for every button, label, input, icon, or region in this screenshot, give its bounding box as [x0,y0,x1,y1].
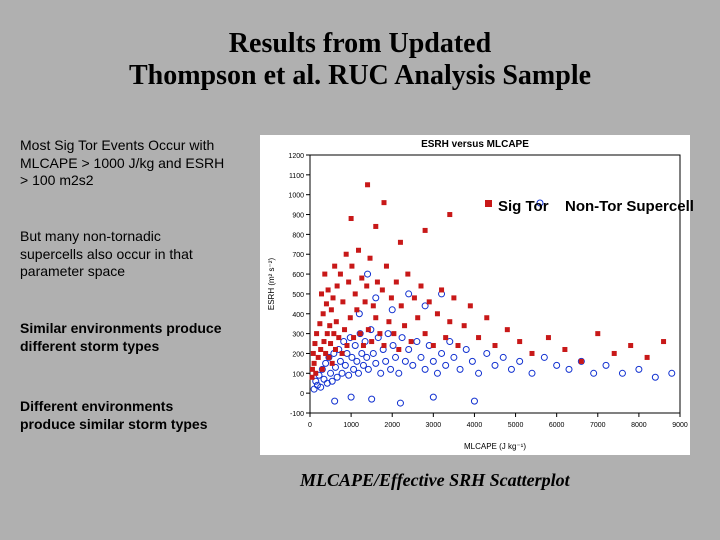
svg-text:900: 900 [292,213,304,220]
svg-text:MLCAPE (J kg⁻¹): MLCAPE (J kg⁻¹) [464,442,526,451]
svg-text:1000: 1000 [343,422,359,429]
svg-text:1200: 1200 [288,153,304,160]
svg-text:7000: 7000 [590,422,606,429]
title-line-1: Results from Updated [229,28,491,59]
svg-text:6000: 6000 [549,422,565,429]
svg-text:0: 0 [300,391,304,398]
page-title: Results from Updated Thompson et al. RUC… [0,28,720,92]
svg-text:8000: 8000 [631,422,647,429]
svg-text:800: 800 [292,232,304,239]
side-para-3: Similar environments produce different s… [20,320,225,355]
svg-text:700: 700 [292,252,304,259]
svg-text:0: 0 [308,422,312,429]
svg-text:1000: 1000 [288,193,304,200]
svg-text:1100: 1100 [289,173,304,180]
side-para-2: But many non-tornadic supercells also oc… [20,228,225,281]
side-para-1: Most Sig Tor Events Occur with MLCAPE > … [20,137,225,190]
svg-text:9000: 9000 [672,422,688,429]
svg-text:ESRH versus MLCAPE: ESRH versus MLCAPE [421,139,529,150]
svg-text:-100: -100 [290,411,304,418]
svg-text:600: 600 [292,272,304,279]
svg-text:200: 200 [292,351,304,358]
svg-text:300: 300 [292,332,304,339]
svg-text:4000: 4000 [467,422,483,429]
svg-text:500: 500 [292,292,304,299]
title-line-2: Thompson et al. RUC Analysis Sample [129,60,591,91]
side-para-4: Different environments produce similar s… [20,398,225,433]
chart-caption: MLCAPE/Effective SRH Scatterplot [300,470,570,491]
svg-text:5000: 5000 [508,422,524,429]
scatter-chart: 0100020003000400050006000700080009000-10… [260,135,690,455]
svg-text:400: 400 [292,312,304,319]
svg-text:3000: 3000 [426,422,442,429]
svg-text:ESRH (m² s⁻²): ESRH (m² s⁻²) [267,258,276,311]
svg-text:2000: 2000 [384,422,400,429]
svg-text:100: 100 [292,371,304,378]
